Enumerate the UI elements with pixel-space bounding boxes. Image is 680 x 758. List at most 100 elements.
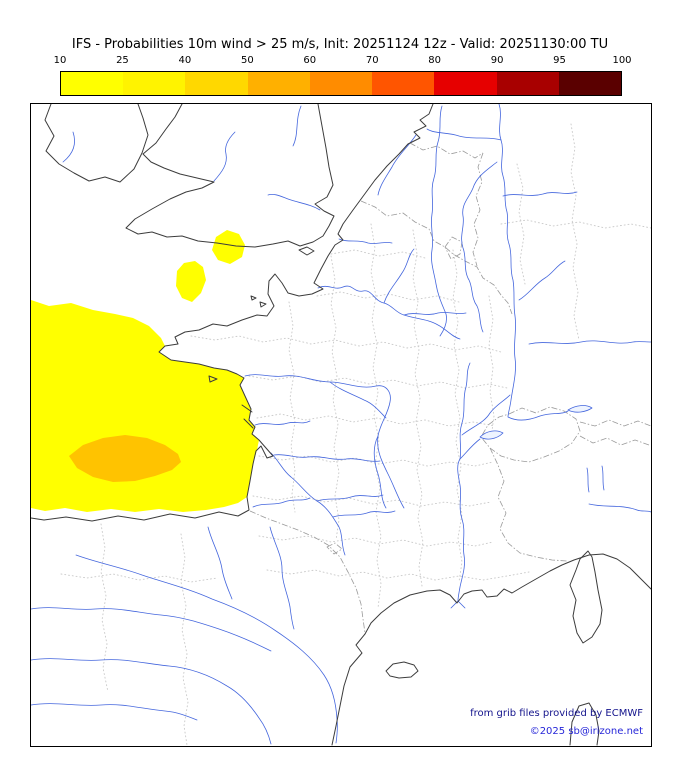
border-france-belgium-germany <box>360 200 513 315</box>
department-line <box>180 533 189 746</box>
coast-menorca <box>385 661 419 679</box>
colorbar: 10 25 40 50 60 70 80 90 95 100 <box>54 55 632 96</box>
lake-como <box>601 465 605 491</box>
credits: from grib files provided by ECMWF ©2025 … <box>470 708 643 737</box>
colorbar-segment <box>309 72 373 95</box>
river-adour <box>252 497 311 508</box>
river-po <box>588 503 651 513</box>
department-line <box>452 249 463 583</box>
border-luxembourg <box>444 236 463 260</box>
river-rhone <box>450 438 481 609</box>
river-allier <box>373 435 387 509</box>
overlay-channel-patch-west <box>176 261 206 302</box>
colorbar-tick-label: 40 <box>178 55 192 66</box>
colorbar-tick-label: 50 <box>240 55 254 66</box>
river-charente <box>254 420 311 426</box>
department-line <box>330 255 340 541</box>
department-line <box>100 523 109 693</box>
colorbar-segment <box>558 72 621 95</box>
colorbar-segment <box>61 72 124 95</box>
border-italy-austria <box>579 435 650 446</box>
page-title: IFS - Probabilities 10m wind > 25 m/s, I… <box>71 37 609 52</box>
river-lot <box>316 494 384 502</box>
colorbar-segment <box>434 72 497 95</box>
river-spain <box>31 607 272 652</box>
river-ireland <box>62 131 75 163</box>
colorbar-tick-label: 90 <box>490 55 504 66</box>
river-tarn <box>332 510 396 518</box>
coast-ile-de-re <box>241 404 253 413</box>
river-somme <box>338 238 393 244</box>
coast-isle-of-wight <box>298 246 315 256</box>
credit-copyright-text: ©2025 sb@irizone.net <box>530 726 643 737</box>
colorbar-gradient-bar <box>60 71 622 96</box>
river-meuse <box>431 105 447 337</box>
river-saone <box>459 362 471 460</box>
coast-corsica <box>569 550 603 644</box>
river-trent <box>292 105 302 147</box>
border-france-spain <box>249 510 366 634</box>
lake-constance <box>567 405 593 413</box>
coast-great-britain <box>125 104 335 248</box>
coast-ile-oleron <box>243 418 254 429</box>
border-germany-austria <box>579 419 651 427</box>
department-line <box>316 291 460 303</box>
river-ebro <box>75 554 338 744</box>
colorbar-tick-labels: 10 25 40 50 60 70 80 90 95 100 <box>54 55 632 70</box>
river-rhine <box>498 104 569 421</box>
river-cher <box>329 381 387 419</box>
department-line <box>488 295 495 439</box>
department-boundaries-layer <box>60 123 651 746</box>
country-borders-layer <box>249 142 651 634</box>
river-loire <box>244 374 405 509</box>
lake-maggiore <box>586 467 590 493</box>
coast-guernsey <box>250 295 257 301</box>
department-line <box>500 219 651 229</box>
coast-belle-ile <box>208 375 218 383</box>
credit-source-text: from grib files provided by ECMWF <box>470 708 643 719</box>
river-thames <box>267 193 321 211</box>
probability-overlay-layer <box>31 230 259 512</box>
department-line <box>190 335 502 353</box>
border-andorra <box>326 542 343 555</box>
border-switzerland <box>480 406 581 463</box>
river-moselle <box>461 161 498 333</box>
border-netherlands-germany <box>472 152 484 267</box>
colorbar-tick-label: 80 <box>428 55 442 66</box>
colorbar-tick-label: 10 <box>53 55 67 66</box>
coast-continent-atlantic <box>31 104 434 522</box>
department-line <box>516 163 526 285</box>
river-dordogne <box>273 454 381 462</box>
department-line <box>266 569 530 581</box>
colorbar-segment <box>372 72 435 95</box>
department-line <box>258 535 494 547</box>
overlay-biscay-orange-core <box>69 435 181 482</box>
river-severn <box>213 131 236 182</box>
department-line <box>258 455 494 467</box>
overlay-bay-of-biscay-blob <box>31 300 259 512</box>
river-ebro-tributary <box>207 526 233 600</box>
river-spain <box>31 703 198 721</box>
map-frame: from grib files provided by ECMWF ©2025 … <box>30 103 652 747</box>
river-ebro-tributary <box>269 526 295 630</box>
river-danube <box>528 340 651 345</box>
coast-jersey <box>259 301 267 308</box>
river-rhine-delta <box>426 128 502 141</box>
department-line <box>252 495 492 507</box>
river-doubs <box>461 394 511 436</box>
colorbar-tick-label: 100 <box>612 55 632 66</box>
department-line <box>248 375 508 389</box>
coast-sardinia <box>569 702 600 746</box>
colorbar-segment <box>496 72 559 95</box>
river-neckar <box>518 260 566 301</box>
department-line <box>60 573 218 583</box>
department-line <box>288 301 296 513</box>
department-line <box>256 413 496 427</box>
department-line <box>370 223 382 609</box>
river-spain <box>31 658 272 745</box>
river-main <box>502 191 578 197</box>
department-line <box>412 229 424 587</box>
colorbar-tick-label: 95 <box>553 55 566 66</box>
colorbar-segment <box>123 72 186 95</box>
